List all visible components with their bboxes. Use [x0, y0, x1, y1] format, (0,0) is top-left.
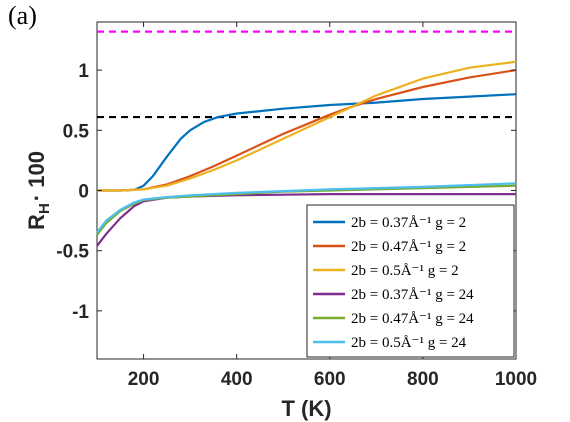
x-tick-label: 1000: [495, 369, 537, 390]
y-tick-label: -0.5: [56, 242, 89, 263]
x-tick-label: 800: [407, 369, 439, 390]
legend-entry-label: 2b = 0.47Å⁻¹ g = 2: [351, 239, 466, 255]
legend: 2b = 0.37Å⁻¹ g = 2 2b = 0.47Å⁻¹ g = 2 2b =…: [306, 204, 515, 358]
legend-entry-label: 2b = 0.37Å⁻¹ g = 24: [351, 287, 474, 303]
x-tick-label: 200: [128, 369, 160, 390]
y-tick-label: 0: [78, 182, 89, 203]
x-axis-label: T (K): [281, 396, 331, 421]
y-tick-label: -1: [72, 302, 89, 323]
series-line: [96, 182, 517, 234]
series-line: [97, 60, 517, 192]
legend-entry-label: 2b = 0.37Å⁻¹ g = 2: [351, 215, 466, 231]
y-axis-label-main: R: [24, 214, 49, 230]
svg-text:RH· 100: RH · 100: [24, 151, 53, 230]
y-tick-label: 0.5: [63, 121, 90, 142]
series-line: [97, 93, 517, 192]
axis-ticks: 200 400 600 800 1000 -1 -0.5 0 0.5 1: [56, 22, 537, 390]
legend-box: [306, 204, 515, 358]
panel-label: (a): [8, 1, 37, 30]
legend-entry-label: 2b = 0.5Å⁻¹ g = 2: [351, 263, 459, 279]
y-axis-label-suffix: · 100: [24, 151, 49, 201]
y-axis-label: RH · 100: [24, 151, 53, 230]
y-axis-label-subscript: H: [36, 203, 53, 214]
x-tick-label: 400: [221, 369, 253, 390]
y-tick-label: 1: [78, 61, 89, 82]
x-tick-label: 600: [314, 369, 346, 390]
legend-entry-label: 2b = 0.5Å⁻¹ g = 24: [351, 335, 467, 351]
legend-entry-label: 2b = 0.47Å⁻¹ g = 24: [351, 311, 474, 327]
series-lines: [96, 60, 517, 247]
reference-lines: [97, 30, 516, 119]
